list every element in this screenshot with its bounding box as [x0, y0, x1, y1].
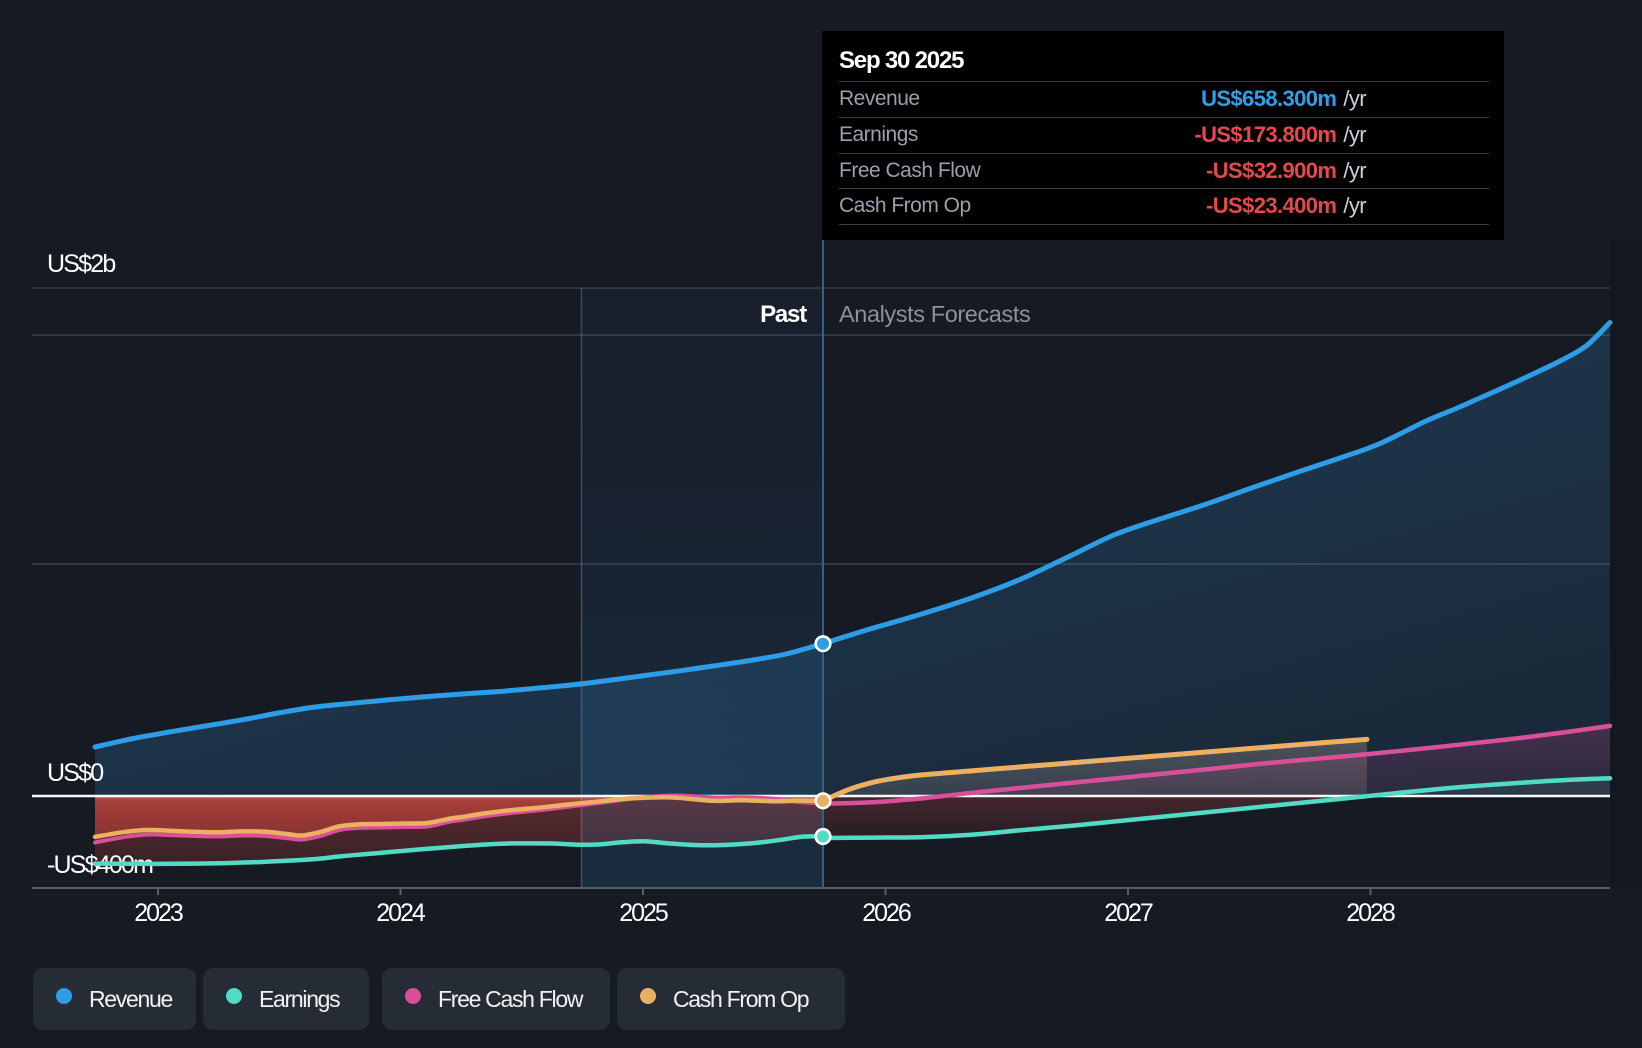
svg-text:US$0: US$0 [47, 759, 103, 787]
svg-text:US$2b: US$2b [47, 250, 115, 278]
